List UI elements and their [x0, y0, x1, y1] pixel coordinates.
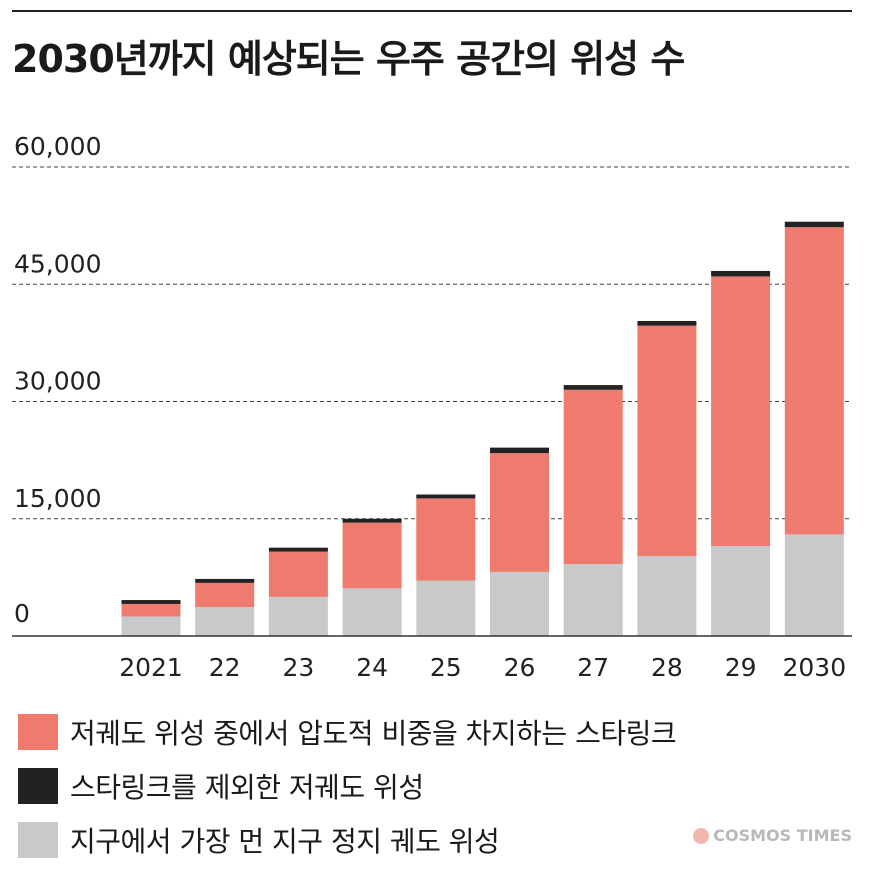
legend-swatch-other-leo: [18, 768, 58, 804]
legend-label-starlink: 저궤도 위성 중에서 압도적 비중을 차지하는 스타링크: [70, 717, 677, 750]
chart-title: 2030년까지 예상되는 우주 공간의 위성 수: [12, 37, 685, 81]
bar-other-leo-26: [490, 447, 549, 454]
y-tick-label: 45,000: [14, 249, 101, 278]
bar-geo-29: [711, 546, 771, 636]
bar-other-leo-22: [195, 578, 255, 583]
bar-geo-26: [490, 571, 549, 636]
legend-item-geo: 지구에서 가장 먼 지구 정지 궤도 위성: [18, 813, 676, 867]
bar-geo-28: [637, 556, 697, 636]
bar-geo-24: [342, 588, 402, 636]
bar-other-leo-28: [637, 320, 697, 326]
bar-starlink-26: [490, 453, 549, 572]
bar-starlink-22: [195, 582, 255, 608]
legend-label-other-leo: 스타링크를 제외한 저궤도 위성: [70, 771, 424, 804]
legend-item-starlink: 저궤도 위성 중에서 압도적 비중을 차지하는 스타링크: [18, 705, 677, 759]
bar-chart: 0 15,000 30,000 45,000 60,000 2021 22 23 24 25 26…: [12, 132, 852, 682]
y-tick-label: 15,000: [14, 484, 101, 513]
legend-label-geo: 지구에서 가장 먼 지구 정지 궤도 위성: [70, 825, 500, 858]
bar-starlink-27: [563, 389, 623, 565]
bar-other-leo-2030: [784, 221, 844, 228]
legend-item-other-leo: 스타링크를 제외한 저궤도 위성: [18, 759, 676, 813]
bar-geo-23: [268, 596, 328, 636]
legend: 저궤도 위성 중에서 압도적 비중을 차지하는 스타링크 스타링크를 제외한 저…: [18, 705, 677, 867]
y-tick-label: 60,000: [14, 132, 101, 161]
x-tick-label: 22: [209, 653, 241, 682]
bar-other-leo-29: [711, 270, 771, 277]
legend-swatch-starlink: [18, 714, 58, 750]
bar-starlink-25: [416, 498, 476, 581]
bar-geo-2021: [121, 616, 181, 636]
x-tick-label: 2021: [119, 653, 183, 682]
top-rule: [12, 10, 852, 12]
bar-other-leo-23: [268, 547, 328, 552]
x-tick-label: 2030: [782, 653, 846, 682]
bar-starlink-29: [711, 276, 771, 547]
bar-starlink-28: [637, 325, 697, 557]
x-tick-label: 25: [430, 653, 462, 682]
bar-other-leo-2021: [121, 600, 181, 604]
bar-layer: [121, 221, 844, 636]
bar-starlink-23: [268, 551, 328, 597]
bar-geo-27: [563, 564, 623, 636]
legend-swatch-geo: [18, 822, 58, 858]
credit-text: COSMOS TIMES: [713, 826, 852, 845]
x-tick-label: 24: [356, 653, 388, 682]
credit-logo: COSMOS TIMES: [693, 826, 852, 845]
bar-starlink-2021: [121, 603, 181, 617]
y-tick-label: 30,000: [14, 367, 101, 396]
bar-other-leo-27: [563, 385, 623, 390]
bar-other-leo-25: [416, 494, 476, 499]
x-tick-label: 28: [651, 653, 683, 682]
bar-geo-22: [195, 607, 255, 636]
bar-geo-2030: [784, 534, 844, 636]
x-tick-label: 27: [577, 653, 609, 682]
bar-starlink-24: [342, 522, 402, 589]
bar-geo-25: [416, 580, 476, 636]
y-tick-label: 0: [14, 599, 30, 628]
x-tick-label: 23: [282, 653, 314, 682]
logo-dot-icon: [693, 827, 710, 844]
x-tick-labels: 2021 22 23 24 25 26 27 28 29 2030: [119, 653, 846, 682]
x-tick-label: 26: [504, 653, 536, 682]
bar-other-leo-24: [342, 518, 402, 523]
bar-starlink-2030: [784, 227, 844, 535]
x-tick-label: 29: [725, 653, 757, 682]
